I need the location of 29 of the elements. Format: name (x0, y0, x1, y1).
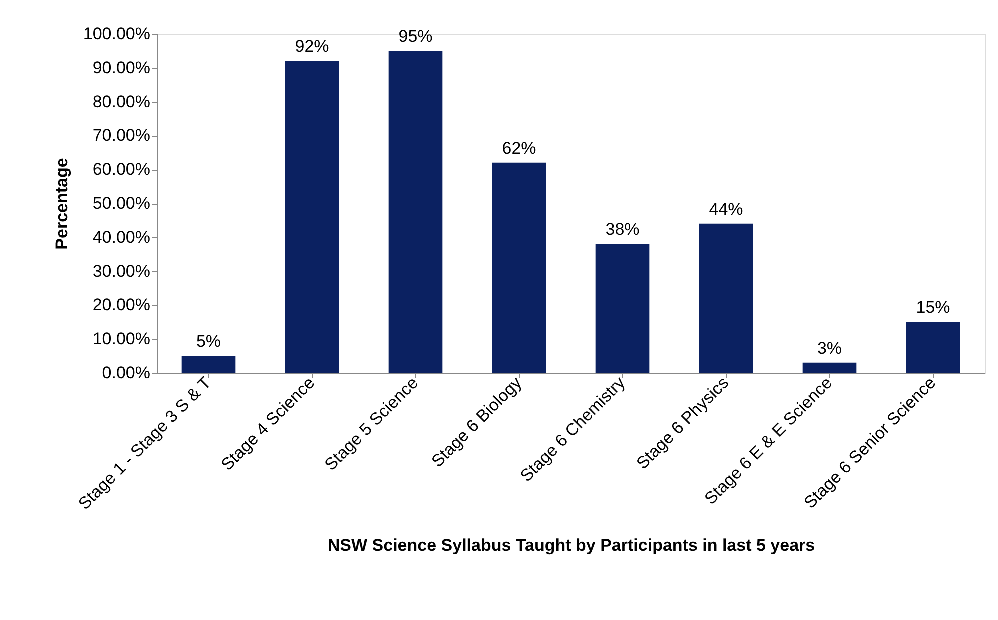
bar (285, 61, 340, 373)
y-tick-label: 60.00% (92, 160, 150, 180)
bar (492, 162, 546, 373)
data-label: 44% (709, 200, 744, 219)
bar (182, 356, 236, 373)
data-label: 38% (606, 220, 640, 240)
data-label: 15% (916, 298, 950, 318)
y-tick-label: 40.00% (92, 228, 150, 247)
bar (802, 362, 857, 373)
bar (388, 50, 443, 373)
y-tick-label: 90.00% (92, 58, 150, 78)
data-label: 5% (196, 332, 222, 352)
bar (596, 244, 650, 373)
data-label: 95% (398, 26, 433, 46)
y-tick-label: 100.00% (83, 24, 150, 44)
y-tick-label: 50.00% (92, 194, 150, 213)
y-tick-label: 20.00% (92, 296, 150, 315)
y-tick-label: 70.00% (92, 126, 150, 146)
bar (906, 322, 960, 373)
data-label: 92% (295, 37, 330, 56)
data-label: 62% (502, 138, 536, 158)
y-tick-label: 0.00% (102, 364, 150, 382)
data-label: 3% (817, 338, 842, 358)
y-tick-label: 10.00% (92, 330, 150, 349)
bar (699, 224, 754, 373)
y-tick-label: 30.00% (92, 262, 150, 281)
y-axis-title: Percentage (52, 158, 72, 250)
x-axis-title: NSW Science Syllabus Taught by Participants in last 5 years (328, 536, 816, 556)
y-tick-label: 80.00% (92, 92, 150, 112)
